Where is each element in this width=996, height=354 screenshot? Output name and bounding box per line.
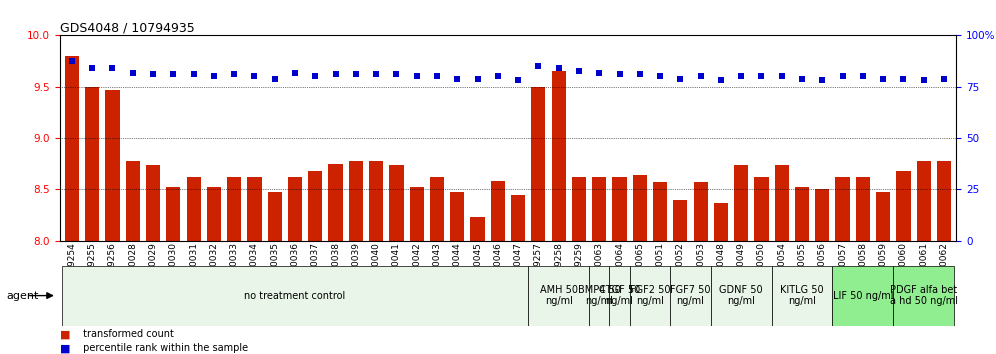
Text: PDGF alfa bet
a hd 50 ng/ml: PDGF alfa bet a hd 50 ng/ml [889,285,958,307]
Text: AMH 50
ng/ml: AMH 50 ng/ml [540,285,578,307]
Bar [876,193,890,241]
Bar [795,187,809,241]
Bar [85,87,100,241]
Bar [288,177,302,241]
FancyBboxPatch shape [772,266,833,326]
Bar [65,56,79,241]
Bar [186,177,201,241]
Bar [775,165,789,241]
Bar [430,177,444,241]
Bar [593,177,607,241]
Bar [450,193,464,241]
Bar [227,177,241,241]
Text: percentile rank within the sample: percentile rank within the sample [80,343,248,353]
Bar [754,177,769,241]
Bar [815,189,830,241]
Text: CTGF 50
ng/ml: CTGF 50 ng/ml [599,285,640,307]
FancyBboxPatch shape [629,266,670,326]
Bar [370,161,383,241]
Bar [389,165,403,241]
Bar [207,187,221,241]
Bar [572,177,586,241]
Text: GDNF 50
ng/ml: GDNF 50 ng/ml [719,285,763,307]
FancyBboxPatch shape [610,266,629,326]
Bar [166,187,180,241]
Bar [836,177,850,241]
Bar [734,165,748,241]
Text: agent: agent [6,291,39,301]
Bar [247,177,262,241]
Bar [552,72,566,241]
Bar [714,203,728,241]
Bar [511,195,525,241]
Text: ■: ■ [60,343,71,353]
Bar [856,177,870,241]
Text: ■: ■ [60,329,71,339]
Bar [125,161,139,241]
Bar [349,161,363,241]
Text: KITLG 50
ng/ml: KITLG 50 ng/ml [780,285,824,307]
Bar [491,181,505,241]
Text: BMP4 50
ng/ml: BMP4 50 ng/ml [578,285,621,307]
FancyBboxPatch shape [833,266,893,326]
Text: FGF7 50
ng/ml: FGF7 50 ng/ml [670,285,711,307]
Bar [693,182,708,241]
FancyBboxPatch shape [711,266,772,326]
Bar [916,161,931,241]
Text: FGF2 50
ng/ml: FGF2 50 ng/ml [629,285,670,307]
Bar [613,177,626,241]
FancyBboxPatch shape [893,266,954,326]
FancyBboxPatch shape [589,266,610,326]
Text: GDS4048 / 10794935: GDS4048 / 10794935 [60,21,194,34]
Text: transformed count: transformed count [80,329,173,339]
Bar [329,164,343,241]
Bar [308,171,323,241]
Bar [673,200,687,241]
FancyBboxPatch shape [528,266,589,326]
Bar [268,193,282,241]
Bar [531,87,546,241]
Text: no treatment control: no treatment control [244,291,346,301]
Bar [632,175,646,241]
FancyBboxPatch shape [670,266,711,326]
FancyBboxPatch shape [62,266,528,326]
Bar [896,171,910,241]
Bar [146,165,160,241]
Text: LIF 50 ng/ml: LIF 50 ng/ml [833,291,893,301]
Bar [106,90,120,241]
Bar [937,161,951,241]
Bar [470,217,485,241]
Bar [409,187,423,241]
Bar [653,182,667,241]
